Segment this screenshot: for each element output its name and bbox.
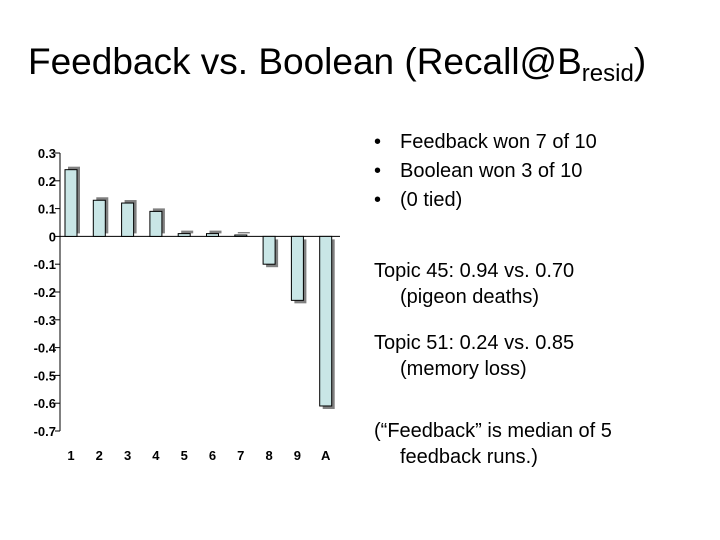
- y-tick-label: 0: [49, 229, 56, 244]
- x-tick-label: 6: [209, 448, 216, 463]
- bar-shadow: [237, 232, 250, 234]
- feedback-median-note: (“Feedback” is median of 5 feedback runs…: [374, 418, 612, 470]
- y-tick-label: -0.6: [34, 396, 56, 411]
- bullet-text: Boolean won 3 of 10: [400, 160, 583, 182]
- bar: [290, 235, 304, 301]
- bar: [234, 234, 248, 237]
- bar: [64, 169, 78, 237]
- bar-shadow: [181, 230, 194, 234]
- bar: [262, 235, 276, 265]
- note-line: Topic 45: 0.94 vs. 0.70: [374, 260, 575, 282]
- bar-chart: 0.3 0.2 0.1 0 -0.1 -0.2 -0.3 -0.4 -0.5 -0.6 -0.7 1 2…: [34, 146, 340, 463]
- y-tick-label: 0.3: [38, 146, 56, 161]
- summary-bullets: • Feedback won 7 of 10 • Boolean won 3 of …: [374, 128, 597, 215]
- bullet-dot: •: [374, 160, 382, 182]
- bullet-text: (0 tied): [400, 189, 463, 211]
- note-line: Topic 51: 0.24 vs. 0.85: [374, 332, 575, 354]
- topic-51-note: Topic 51: 0.24 vs. 0.85 (memory loss): [374, 330, 574, 382]
- bar: [92, 199, 106, 237]
- bar-shadow: [209, 230, 222, 234]
- bullet-dot: •: [374, 189, 382, 211]
- x-tick-label: 7: [237, 448, 244, 463]
- bar: [206, 233, 219, 237]
- y-tick-label: -0.7: [34, 424, 56, 439]
- y-tick-label: -0.3: [34, 313, 56, 328]
- x-tick-label: 5: [181, 448, 188, 463]
- note-line: (memory loss): [400, 358, 527, 380]
- note-line: feedback runs.): [400, 446, 538, 468]
- bullet-item: • (0 tied): [374, 186, 597, 215]
- note-line: (pigeon deaths): [400, 286, 539, 308]
- title-subscript: resid: [581, 60, 634, 87]
- x-tick-label: 9: [294, 448, 301, 463]
- y-tick-label: 0.2: [38, 174, 56, 189]
- y-tick-label: -0.1: [34, 257, 56, 272]
- x-tick-label: 1: [67, 448, 74, 463]
- bullet-dot: •: [374, 131, 382, 153]
- bullet-item: • Boolean won 3 of 10: [374, 157, 597, 186]
- x-tick-label: 4: [152, 448, 160, 463]
- y-tick-label: -0.4: [34, 341, 57, 356]
- y-tick-label: 0.1: [38, 202, 56, 217]
- bar: [121, 202, 135, 237]
- note-line: (“Feedback” is median of 5: [374, 420, 612, 442]
- bullet-item: • Feedback won 7 of 10: [374, 128, 597, 157]
- bar: [319, 235, 333, 407]
- x-tick-label: A: [321, 448, 331, 463]
- x-tick-label: 2: [96, 448, 103, 463]
- y-tick-label: -0.5: [34, 368, 56, 383]
- title-main: Feedback vs. Boolean (Recall@B: [28, 41, 582, 82]
- title-end: ): [633, 41, 647, 82]
- x-tick-label: 8: [265, 448, 272, 463]
- topic-45-note: Topic 45: 0.94 vs. 0.70 (pigeon deaths): [374, 258, 574, 310]
- slide-title: Feedback vs. Boolean (Recall@Bresid): [28, 40, 647, 87]
- bar: [149, 210, 163, 237]
- bullet-text: Feedback won 7 of 10: [400, 131, 597, 153]
- y-tick-label: -0.2: [34, 285, 56, 300]
- bar: [177, 233, 191, 237]
- x-tick-label: 3: [124, 448, 131, 463]
